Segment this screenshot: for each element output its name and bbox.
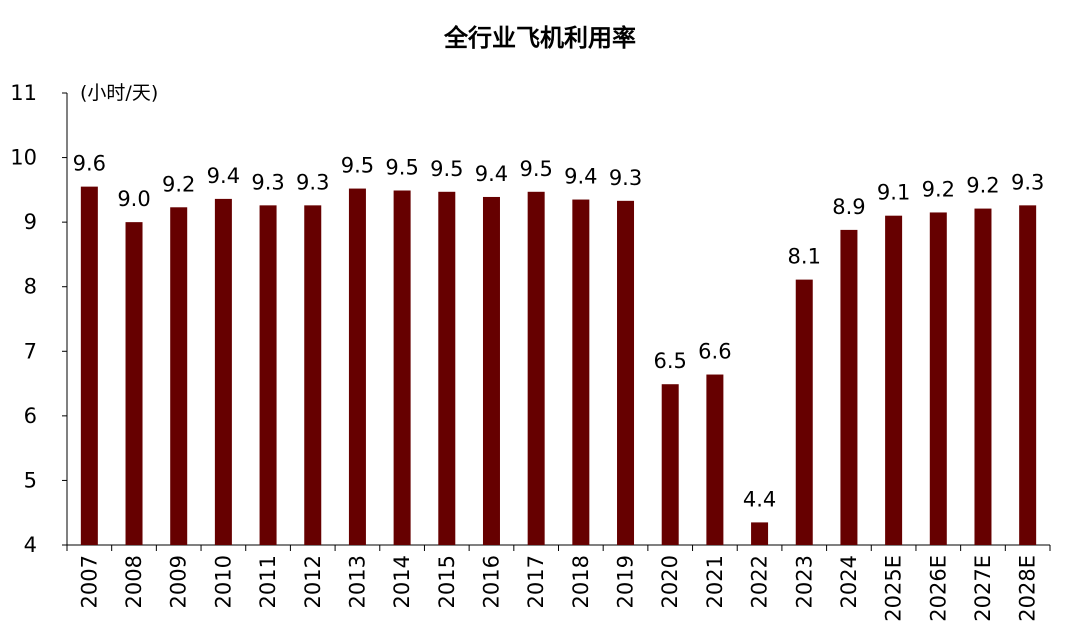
y-tick-label: 11 <box>10 81 37 105</box>
x-tick-label-2010: 2010 <box>211 555 235 608</box>
data-labels: 9.6 9.0 9.2 9.4 9.3 9.3 9.5 9.5 9.5 9.4 9.5 9.4 9.3 6… <box>73 152 1045 512</box>
bars <box>80 186 1037 546</box>
data-label-2024: 8.9 <box>832 195 865 219</box>
x-tick-label-2022: 2022 <box>748 555 772 608</box>
bar-2023 <box>795 279 813 545</box>
bar-2020 <box>661 384 679 545</box>
data-label-2014: 9.5 <box>385 156 418 180</box>
x-tick-label-2013: 2013 <box>345 555 369 608</box>
bar-2022 <box>751 522 769 545</box>
y-tick-label: 4 <box>24 533 37 557</box>
x-tick-label-2008: 2008 <box>122 555 146 608</box>
data-label-2019: 9.3 <box>609 166 642 190</box>
x-tick-label-2011: 2011 <box>256 555 280 608</box>
bar-2010 <box>214 198 232 545</box>
data-label-2013: 9.5 <box>341 154 374 178</box>
bar-2008 <box>125 222 143 545</box>
x-tick-label-2021: 2021 <box>703 555 727 608</box>
x-tick-label-2017: 2017 <box>524 555 548 608</box>
bar-2012 <box>304 205 322 545</box>
x-tick-label-2020: 2020 <box>658 555 682 608</box>
y-tick-label: 6 <box>24 404 37 428</box>
data-label-2023: 8.1 <box>788 245 821 269</box>
bar-2024 <box>840 229 858 546</box>
y-tick-label: 7 <box>24 339 37 363</box>
bar-2021 <box>706 374 724 545</box>
data-label-2021: 6.6 <box>698 340 731 364</box>
chart-title: 全行业飞机利用率 <box>444 24 636 52</box>
y-tick-label: 8 <box>24 275 37 299</box>
bar-2025E <box>885 215 903 545</box>
bar-2019 <box>617 200 635 545</box>
x-tick-label-2024: 2024 <box>837 555 861 608</box>
data-label-2022: 4.4 <box>743 487 776 511</box>
data-label-2020: 6.5 <box>654 349 687 373</box>
bar-2027E <box>974 208 992 545</box>
x-tick-label-2016: 2016 <box>479 555 503 608</box>
y-axis: 4 5 6 7 8 9 10 11 <box>10 81 68 557</box>
data-label-2025E: 9.1 <box>877 181 910 205</box>
data-label-2015: 9.5 <box>430 157 463 181</box>
x-tick-label-2025E: 2025E <box>882 555 906 622</box>
x-tick-label-2014: 2014 <box>390 555 414 608</box>
bar-2007 <box>80 186 98 545</box>
y-unit-label: (小时/天) <box>80 82 158 104</box>
data-label-2017: 9.5 <box>519 157 552 181</box>
bar-2011 <box>259 205 277 545</box>
x-tick-label-2023: 2023 <box>792 555 816 608</box>
data-label-2027E: 9.2 <box>966 174 999 198</box>
data-label-2026E: 9.2 <box>922 177 955 201</box>
bar-2016 <box>482 196 500 545</box>
bar-2014 <box>393 190 411 545</box>
data-label-2011: 9.3 <box>251 170 284 194</box>
x-tick-label-2012: 2012 <box>301 555 325 608</box>
data-label-2018: 9.4 <box>564 165 597 189</box>
bar-2028E <box>1019 205 1037 545</box>
bar-2009 <box>170 207 188 545</box>
x-tick-label-2027E: 2027E <box>971 555 995 622</box>
bar-2018 <box>572 199 590 546</box>
bar-2026E <box>929 212 947 545</box>
x-tick-label-2026E: 2026E <box>926 555 950 622</box>
x-axis: 2007 2008 2009 2010 2011 2012 2013 2014 2015 2016… <box>66 544 1051 622</box>
x-tick-label-2007: 2007 <box>77 555 101 608</box>
bar-2017 <box>527 191 545 545</box>
data-label-2012: 9.3 <box>296 170 329 194</box>
x-tick-label-2018: 2018 <box>569 555 593 608</box>
x-tick-label-2015: 2015 <box>435 555 459 608</box>
x-tick-label-2019: 2019 <box>614 555 638 608</box>
data-label-2016: 9.4 <box>475 162 508 186</box>
y-tick-label: 5 <box>24 468 37 492</box>
x-tick-label-2028E: 2028E <box>1016 555 1040 622</box>
data-label-2009: 9.2 <box>162 172 195 196</box>
y-tick-label: 10 <box>10 146 37 170</box>
y-tick-label: 9 <box>24 210 37 234</box>
data-label-2008: 9.0 <box>117 187 150 211</box>
data-label-2007: 9.6 <box>73 152 106 176</box>
bar-2015 <box>438 191 456 545</box>
bar-2013 <box>348 188 366 545</box>
data-label-2010: 9.4 <box>207 164 240 188</box>
data-label-2028E: 9.3 <box>1011 170 1044 194</box>
x-tick-label-2009: 2009 <box>167 555 191 608</box>
